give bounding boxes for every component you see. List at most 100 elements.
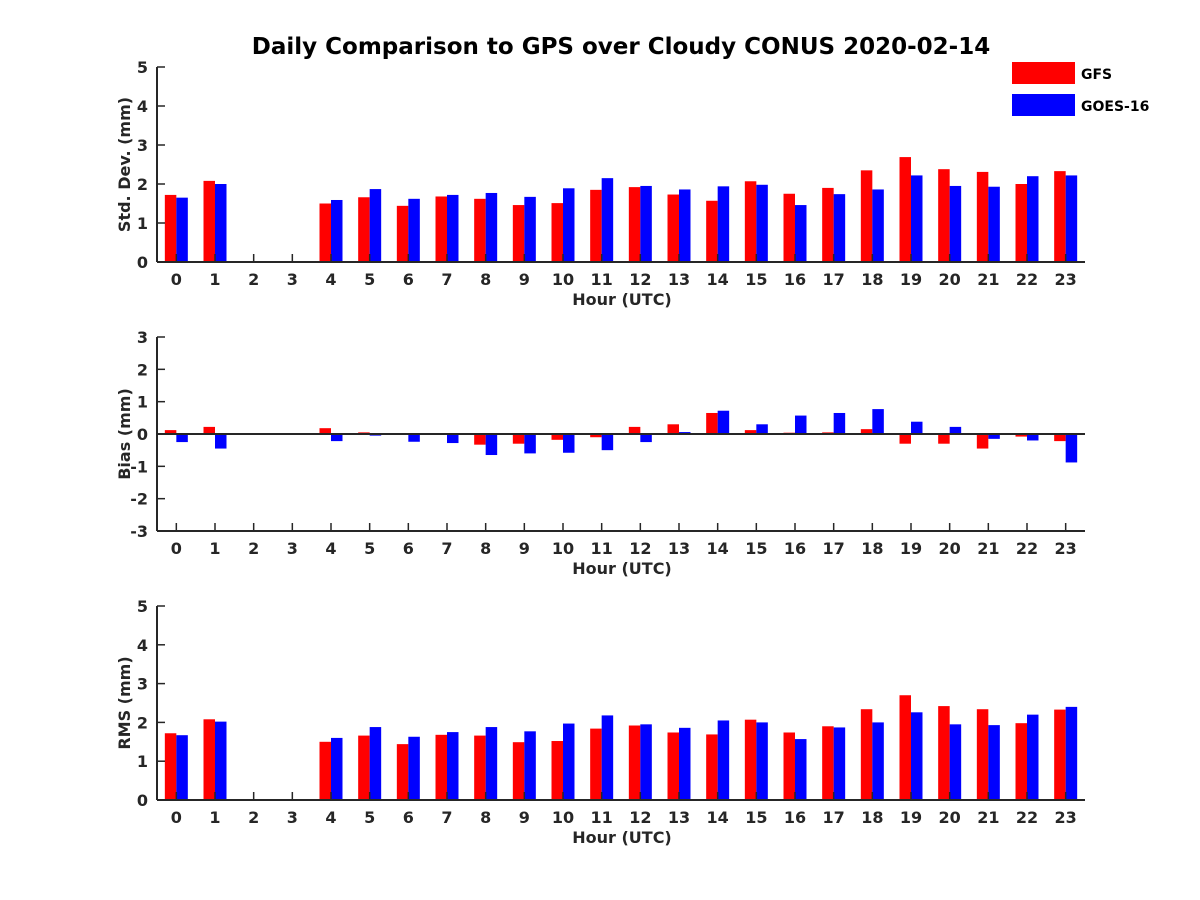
bar-gfs-7 [435,196,447,262]
x-tick-label: 16 [784,270,806,289]
bar-goes16-16 [795,415,807,434]
bar-gfs-14 [706,734,718,800]
bar-gfs-8 [474,735,486,800]
legend-label-gfs: GFS [1081,67,1112,83]
bar-goes16-0 [176,434,188,443]
bar-goes16-10 [563,723,575,800]
x-tick-label: 14 [707,539,729,558]
x-tick-label: 8 [480,270,491,289]
bar-goes16-19 [911,175,923,262]
bar-gfs-14 [706,412,718,434]
x-tick-label: 22 [1016,808,1038,827]
bar-gfs-0 [164,733,177,800]
bar-goes16-0 [176,735,188,800]
bar-goes16-4 [331,434,343,442]
x-tick-label: 7 [441,808,452,827]
x-tick-label: 5 [364,539,375,558]
bar-goes16-10 [563,434,575,453]
bar-goes16-9 [524,434,536,454]
bar-gfs-22 [1015,723,1027,800]
x-tick-label: 8 [480,539,491,558]
bar-goes16-20 [949,724,962,800]
bar-gfs-20 [938,706,950,800]
x-tick-label: 10 [552,539,574,558]
y-tick-label: 0 [137,425,148,444]
bar-gfs-4 [319,428,331,434]
legend-swatch-goes16 [1012,94,1075,116]
bar-goes16-15 [756,424,768,434]
bar-goes16-22 [1027,176,1039,262]
y-tick-label: -1 [130,457,148,476]
bar-goes16-21 [988,186,1000,262]
y-tick-label: 2 [137,175,148,194]
bar-gfs-0 [164,194,177,262]
bar-gfs-16 [783,193,795,262]
bar-goes16-8 [485,192,498,262]
x-tick-label: 0 [171,539,182,558]
x-tick-label: 2 [248,539,259,558]
x-tick-label: 20 [939,539,961,558]
bar-gfs-7 [435,734,447,800]
y-tick-label: 0 [137,791,148,810]
x-tick-label: 21 [977,270,999,289]
bar-gfs-18 [860,429,873,434]
legend-label-goes16: GOES-16 [1081,99,1149,115]
bar-gfs-15 [744,430,757,434]
bar-goes16-21 [988,725,1000,800]
bar-gfs-9 [512,205,525,262]
bar-gfs-23 [1054,171,1066,262]
x-tick-label: 19 [900,808,922,827]
x-tick-label: 3 [287,539,298,558]
bar-gfs-23 [1054,709,1066,800]
x-tick-label: 4 [325,270,336,289]
x-tick-label: 4 [325,539,336,558]
bar-gfs-8 [474,434,486,445]
x-tick-label: 2 [248,808,259,827]
x-tick-label: 13 [668,808,690,827]
x-tick-label: 18 [861,539,883,558]
bar-goes16-0 [176,197,188,262]
bar-gfs-21 [976,709,989,800]
bar-gfs-10 [551,741,563,800]
bar-goes16-8 [485,434,498,456]
bar-goes16-21 [988,434,1000,439]
y-tick-label: -3 [130,522,148,541]
bar-gfs-21 [976,434,989,449]
bar-goes16-17 [833,194,846,262]
x-tick-label: 19 [900,539,922,558]
bar-goes16-18 [872,409,884,434]
bar-goes16-9 [524,196,536,262]
x-tick-label: 1 [209,808,220,827]
bar-goes16-15 [756,722,768,800]
bar-gfs-19 [899,695,911,800]
bar-goes16-16 [795,739,807,800]
y-tick-label: 4 [137,97,148,116]
x-tick-label: 22 [1016,539,1038,558]
y-tick-label: 3 [137,328,148,347]
x-tick-label: 6 [403,808,414,827]
bar-gfs-19 [899,157,911,262]
bar-goes16-11 [601,715,614,800]
x-tick-label: 20 [939,808,961,827]
bar-gfs-15 [744,719,757,800]
y-tick-label: -2 [130,490,148,509]
x-tick-label: 15 [745,270,767,289]
bar-gfs-12 [628,187,641,262]
x-tick-label: 6 [403,270,414,289]
bar-gfs-12 [628,725,641,800]
bar-goes16-23 [1065,706,1078,800]
bar-gfs-5 [358,197,370,262]
y-tick-label: 3 [137,136,148,155]
x-tick-label: 14 [707,270,729,289]
bar-goes16-7 [447,732,459,800]
x-tick-label: 17 [823,539,845,558]
y-tick-label: 5 [137,597,148,616]
bar-gfs-11 [590,189,602,262]
bar-goes16-4 [331,737,343,800]
x-tick-label: 11 [591,270,613,289]
bar-gfs-8 [474,198,486,262]
